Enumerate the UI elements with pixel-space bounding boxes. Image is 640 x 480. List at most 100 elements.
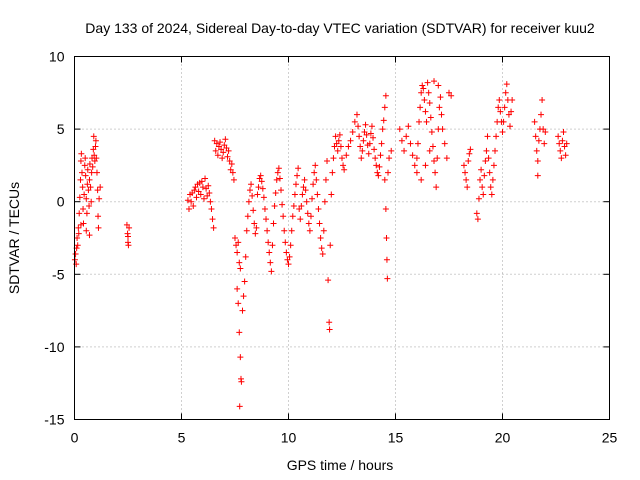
data-point bbox=[126, 224, 133, 231]
data-point bbox=[432, 169, 439, 176]
data-point bbox=[376, 163, 383, 170]
data-point bbox=[241, 278, 248, 285]
data-point bbox=[345, 143, 352, 150]
data-point bbox=[320, 227, 327, 234]
data-point bbox=[363, 131, 370, 138]
data-point bbox=[90, 133, 97, 140]
data-point bbox=[283, 249, 290, 256]
data-point bbox=[188, 198, 195, 205]
data-point bbox=[250, 207, 257, 214]
data-point bbox=[235, 300, 242, 307]
data-point bbox=[302, 187, 309, 194]
data-point bbox=[83, 195, 90, 202]
data-point bbox=[437, 94, 444, 101]
data-point bbox=[475, 195, 482, 202]
data-point bbox=[488, 191, 495, 198]
data-point bbox=[303, 198, 310, 205]
data-point bbox=[388, 147, 395, 154]
data-point bbox=[321, 198, 328, 205]
data-point bbox=[298, 203, 305, 210]
data-point bbox=[448, 92, 455, 99]
data-point bbox=[208, 205, 215, 212]
data-point bbox=[96, 195, 103, 202]
data-point bbox=[290, 203, 297, 210]
y-tick-labels: 10 5 0 -5 -10 -15 bbox=[44, 49, 64, 428]
data-point bbox=[235, 239, 242, 246]
data-point bbox=[234, 249, 241, 256]
data-point bbox=[288, 227, 295, 234]
data-point bbox=[92, 143, 99, 150]
data-point bbox=[76, 210, 83, 217]
data-point bbox=[407, 140, 414, 147]
data-point bbox=[93, 169, 100, 176]
data-point bbox=[559, 137, 566, 144]
data-point bbox=[322, 176, 329, 183]
data-point bbox=[86, 176, 93, 183]
data-point bbox=[383, 235, 390, 241]
data-point bbox=[496, 97, 503, 104]
data-point bbox=[254, 191, 261, 198]
data-point bbox=[304, 210, 311, 217]
data-point bbox=[306, 227, 313, 234]
data-point bbox=[385, 169, 392, 176]
plot-frame bbox=[74, 56, 610, 420]
data-point bbox=[487, 184, 494, 191]
data-point bbox=[327, 242, 334, 249]
data-point bbox=[265, 239, 272, 246]
data-point bbox=[245, 198, 252, 205]
data-point bbox=[214, 152, 221, 159]
data-point bbox=[483, 147, 490, 154]
data-point bbox=[239, 307, 246, 314]
data-point bbox=[276, 175, 283, 182]
data-point bbox=[433, 184, 440, 191]
data-point bbox=[243, 227, 250, 234]
data-point bbox=[429, 143, 436, 150]
data-point bbox=[93, 155, 100, 162]
data-point bbox=[362, 121, 369, 128]
data-point bbox=[414, 140, 421, 147]
data-point bbox=[207, 198, 214, 205]
data-point bbox=[217, 139, 224, 146]
data-point bbox=[534, 158, 541, 165]
x-tick-label: 15 bbox=[388, 430, 404, 446]
data-point bbox=[473, 210, 480, 217]
data-point bbox=[557, 147, 564, 154]
data-point bbox=[497, 108, 504, 115]
data-point bbox=[206, 189, 213, 196]
x-tick-label: 0 bbox=[71, 430, 79, 446]
data-point bbox=[482, 158, 489, 165]
data-point bbox=[77, 158, 84, 165]
data-point bbox=[438, 111, 445, 118]
data-point bbox=[396, 126, 403, 133]
data-point bbox=[374, 169, 381, 176]
data-point bbox=[92, 137, 99, 144]
data-point bbox=[443, 155, 450, 162]
data-point bbox=[436, 104, 443, 111]
data-point bbox=[479, 184, 486, 191]
data-point bbox=[502, 89, 509, 96]
data-point bbox=[343, 152, 350, 159]
data-point bbox=[365, 150, 372, 157]
data-point bbox=[285, 261, 292, 268]
data-point bbox=[431, 78, 438, 85]
data-point bbox=[499, 129, 506, 136]
data-point bbox=[261, 205, 268, 212]
data-point bbox=[335, 137, 342, 144]
data-point bbox=[418, 176, 425, 183]
data-point bbox=[347, 137, 354, 144]
data-point bbox=[74, 242, 81, 249]
data-point bbox=[539, 97, 546, 104]
data-point bbox=[258, 178, 265, 185]
y-tick-label: -5 bbox=[52, 266, 65, 282]
data-point bbox=[501, 104, 508, 111]
data-point bbox=[560, 129, 567, 136]
data-point bbox=[422, 162, 429, 169]
data-point bbox=[378, 140, 385, 147]
data-point bbox=[248, 181, 255, 188]
data-point bbox=[542, 129, 549, 136]
data-point bbox=[531, 118, 538, 125]
data-point bbox=[253, 224, 260, 231]
data-point bbox=[425, 89, 432, 96]
data-point bbox=[191, 187, 198, 194]
data-points bbox=[71, 78, 570, 410]
